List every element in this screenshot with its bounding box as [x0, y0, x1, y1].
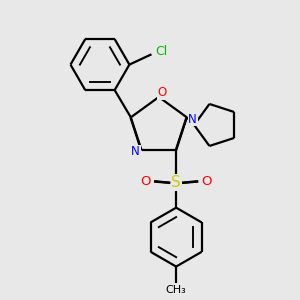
Text: S: S — [171, 175, 181, 190]
Text: CH₃: CH₃ — [166, 285, 187, 295]
Text: N: N — [131, 145, 140, 158]
Text: N: N — [188, 112, 197, 126]
Text: Cl: Cl — [156, 45, 168, 58]
Text: O: O — [201, 175, 212, 188]
Text: O: O — [158, 86, 167, 99]
Text: O: O — [141, 175, 151, 188]
